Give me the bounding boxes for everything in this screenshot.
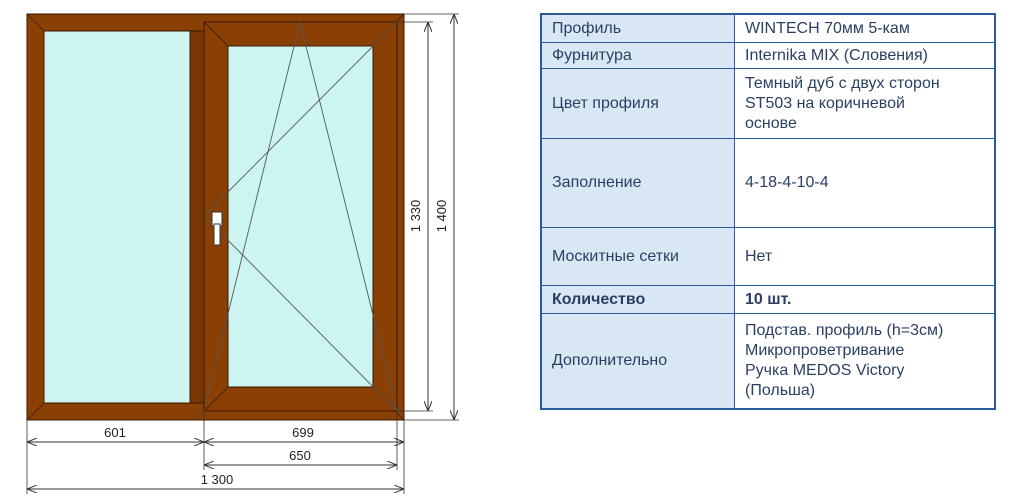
spec-value-line: основе [745, 114, 797, 132]
spec-value: Темный дуб с двух сторон ST503 на коричн… [734, 68, 996, 139]
spec-value-line: (Польша) [745, 382, 816, 399]
spec-row-quantity: Количество 10 шт. [540, 285, 996, 314]
spec-value: WINTECH 70мм 5-кам [734, 13, 996, 43]
fixed-glass-pane [43, 30, 191, 404]
width-total-label: 1 300 [201, 472, 234, 487]
spec-value: Нет [734, 227, 996, 286]
spec-value-line: Микропроветривание [745, 342, 905, 359]
mullion [189, 30, 205, 404]
spec-row-extra: Дополнительно Подстав. профиль (h=3см) М… [540, 313, 996, 410]
spec-row-color: Цвет профиля Темный дуб с двух сторон ST… [540, 68, 996, 139]
spec-value-line: ST503 на коричневой [745, 94, 905, 112]
handle-icon [211, 211, 223, 246]
spec-value: 4-18-4-10-4 [734, 138, 996, 228]
spec-label: Цвет профиля [540, 68, 735, 139]
width-left-label: 601 [104, 425, 126, 440]
dimension-height-total: 1 400 [404, 13, 459, 421]
spec-label: Профиль [540, 13, 735, 43]
spec-value: 10 шт. [734, 285, 996, 314]
spec-value-line: Темный дуб с двух сторон [745, 74, 940, 92]
dimension-height-sash: 1 330 [397, 21, 433, 412]
spec-value-line: Ручка MEDOS Victory [745, 362, 905, 379]
width-right-label: 699 [292, 425, 314, 440]
height-total-label: 1 400 [434, 200, 449, 233]
opening-sash [203, 21, 398, 412]
sash-glass-pane [227, 45, 374, 388]
spec-label: Количество [540, 285, 735, 314]
spec-table: Профиль WINTECH 70мм 5-кам Фурнитура Int… [540, 13, 996, 410]
dimension-widths: 601 699 650 1 300 [26, 411, 405, 494]
spec-label: Фурнитура [540, 42, 735, 69]
spec-row-filling: Заполнение 4-18-4-10-4 [540, 138, 996, 228]
tilt-opening-indicator [203, 21, 398, 412]
width-sash-glass-label: 650 [289, 448, 311, 463]
spec-value: Internika MIX (Словения) [734, 42, 996, 69]
height-sash-label: 1 330 [408, 200, 423, 233]
spec-label: Москитные сетки [540, 227, 735, 286]
spec-row-mosquito: Москитные сетки Нет [540, 227, 996, 286]
spec-row-hardware: Фурнитура Internika MIX (Словения) [540, 42, 996, 69]
spec-value-line: Подстав. профиль (h=3см) [745, 322, 944, 339]
window-drawing: 1 330 1 400 601 699 650 1 300 [26, 13, 459, 494]
spec-value: Подстав. профиль (h=3см) Микропроветрива… [734, 313, 996, 410]
spec-row-profile: Профиль WINTECH 70мм 5-кам [540, 13, 996, 43]
spec-label: Заполнение [540, 138, 735, 228]
spec-label: Дополнительно [540, 313, 735, 410]
turn-opening-indicator [203, 21, 398, 412]
